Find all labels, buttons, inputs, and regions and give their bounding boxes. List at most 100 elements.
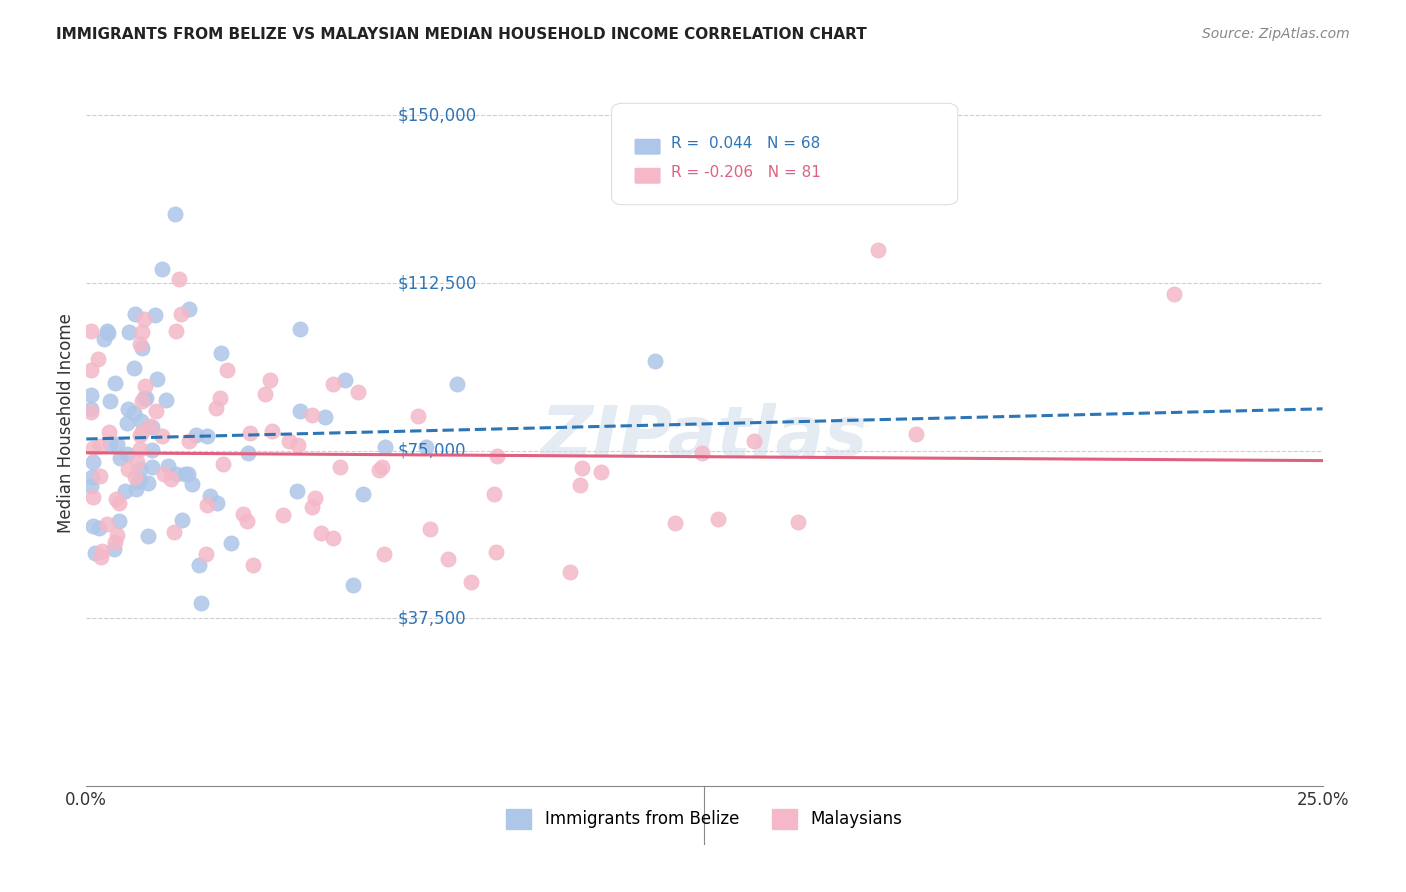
Point (212, 457, 235, 471)
Point (114, 483, 136, 498)
Legend: Immigrants from Belize, Malaysians: Immigrants from Belize, Malaysians (499, 802, 910, 836)
Point (165, 325, 187, 339)
Point (208, 391, 231, 405)
Point (569, 478, 592, 492)
Point (419, 522, 441, 536)
Point (128, 462, 150, 476)
Point (118, 325, 141, 339)
Point (159, 472, 181, 486)
Point (129, 442, 152, 456)
Point (169, 307, 191, 321)
Point (156, 459, 179, 474)
Point (460, 575, 482, 590)
Point (87, 352, 110, 367)
Text: $150,000: $150,000 (398, 106, 477, 125)
Point (146, 372, 169, 386)
Text: R = -0.206   N = 81: R = -0.206 N = 81 (671, 165, 821, 179)
Point (177, 302, 200, 317)
Point (165, 207, 187, 221)
Text: ZIPatlas: ZIPatlas (541, 402, 868, 472)
Point (132, 311, 155, 326)
Text: R =  0.044   N = 68: R = 0.044 N = 68 (671, 136, 820, 151)
Point (145, 403, 167, 417)
Y-axis label: Median Household Income: Median Household Income (58, 313, 75, 533)
Point (371, 459, 394, 474)
Point (197, 498, 219, 512)
Point (664, 516, 686, 530)
Point (437, 552, 460, 566)
Point (232, 507, 254, 521)
Point (127, 475, 149, 489)
Point (190, 595, 212, 609)
Point (141, 442, 163, 457)
Point (93, 332, 115, 346)
Point (117, 401, 139, 416)
Point (141, 460, 163, 475)
FancyBboxPatch shape (636, 169, 659, 183)
Point (786, 515, 808, 529)
Point (571, 461, 593, 475)
Point (127, 455, 149, 469)
Point (342, 578, 364, 592)
Point (328, 460, 350, 475)
Text: Source: ZipAtlas.com: Source: ZipAtlas.com (1202, 27, 1350, 41)
Point (108, 450, 131, 465)
Text: $112,500: $112,500 (398, 274, 477, 292)
Point (322, 531, 344, 545)
Point (80, 388, 103, 402)
Point (98, 393, 121, 408)
Point (482, 487, 505, 501)
Point (134, 379, 156, 393)
Point (260, 424, 283, 438)
Point (259, 373, 281, 387)
Point (591, 465, 613, 479)
Text: $37,500: $37,500 (398, 609, 467, 627)
Point (373, 547, 395, 561)
Point (905, 427, 928, 442)
Point (150, 262, 173, 277)
FancyBboxPatch shape (636, 139, 659, 154)
Point (104, 376, 127, 391)
Point (195, 429, 218, 443)
Point (304, 491, 326, 505)
Point (170, 513, 193, 527)
Point (131, 325, 153, 339)
Point (128, 337, 150, 351)
Point (238, 446, 260, 460)
Point (97, 326, 120, 340)
Point (287, 437, 309, 451)
Point (80, 405, 103, 419)
Point (186, 427, 208, 442)
Point (136, 529, 159, 543)
Point (167, 272, 190, 286)
Point (644, 354, 666, 368)
Point (117, 416, 139, 430)
Point (89, 439, 111, 453)
Point (104, 491, 127, 506)
Point (96, 324, 118, 338)
Point (103, 542, 125, 557)
Point (177, 434, 200, 448)
Point (108, 496, 131, 510)
Point (125, 482, 148, 496)
Point (124, 307, 146, 321)
Text: IMMIGRANTS FROM BELIZE VS MALAYSIAN MEDIAN HOUSEHOLD INCOME CORRELATION CHART: IMMIGRANTS FROM BELIZE VS MALAYSIAN MEDI… (56, 27, 868, 42)
Point (346, 385, 368, 400)
Point (87, 521, 110, 535)
Point (446, 376, 468, 391)
Point (129, 414, 152, 428)
Point (105, 437, 128, 451)
Point (311, 526, 333, 541)
Point (322, 376, 344, 391)
Point (1163, 287, 1185, 301)
Point (352, 487, 374, 501)
Point (80, 401, 103, 416)
Point (105, 528, 128, 542)
Point (690, 446, 713, 460)
Point (104, 535, 127, 549)
Point (96, 516, 118, 531)
Point (90, 549, 112, 564)
Point (89, 468, 111, 483)
Point (143, 308, 166, 322)
Point (80, 324, 103, 338)
